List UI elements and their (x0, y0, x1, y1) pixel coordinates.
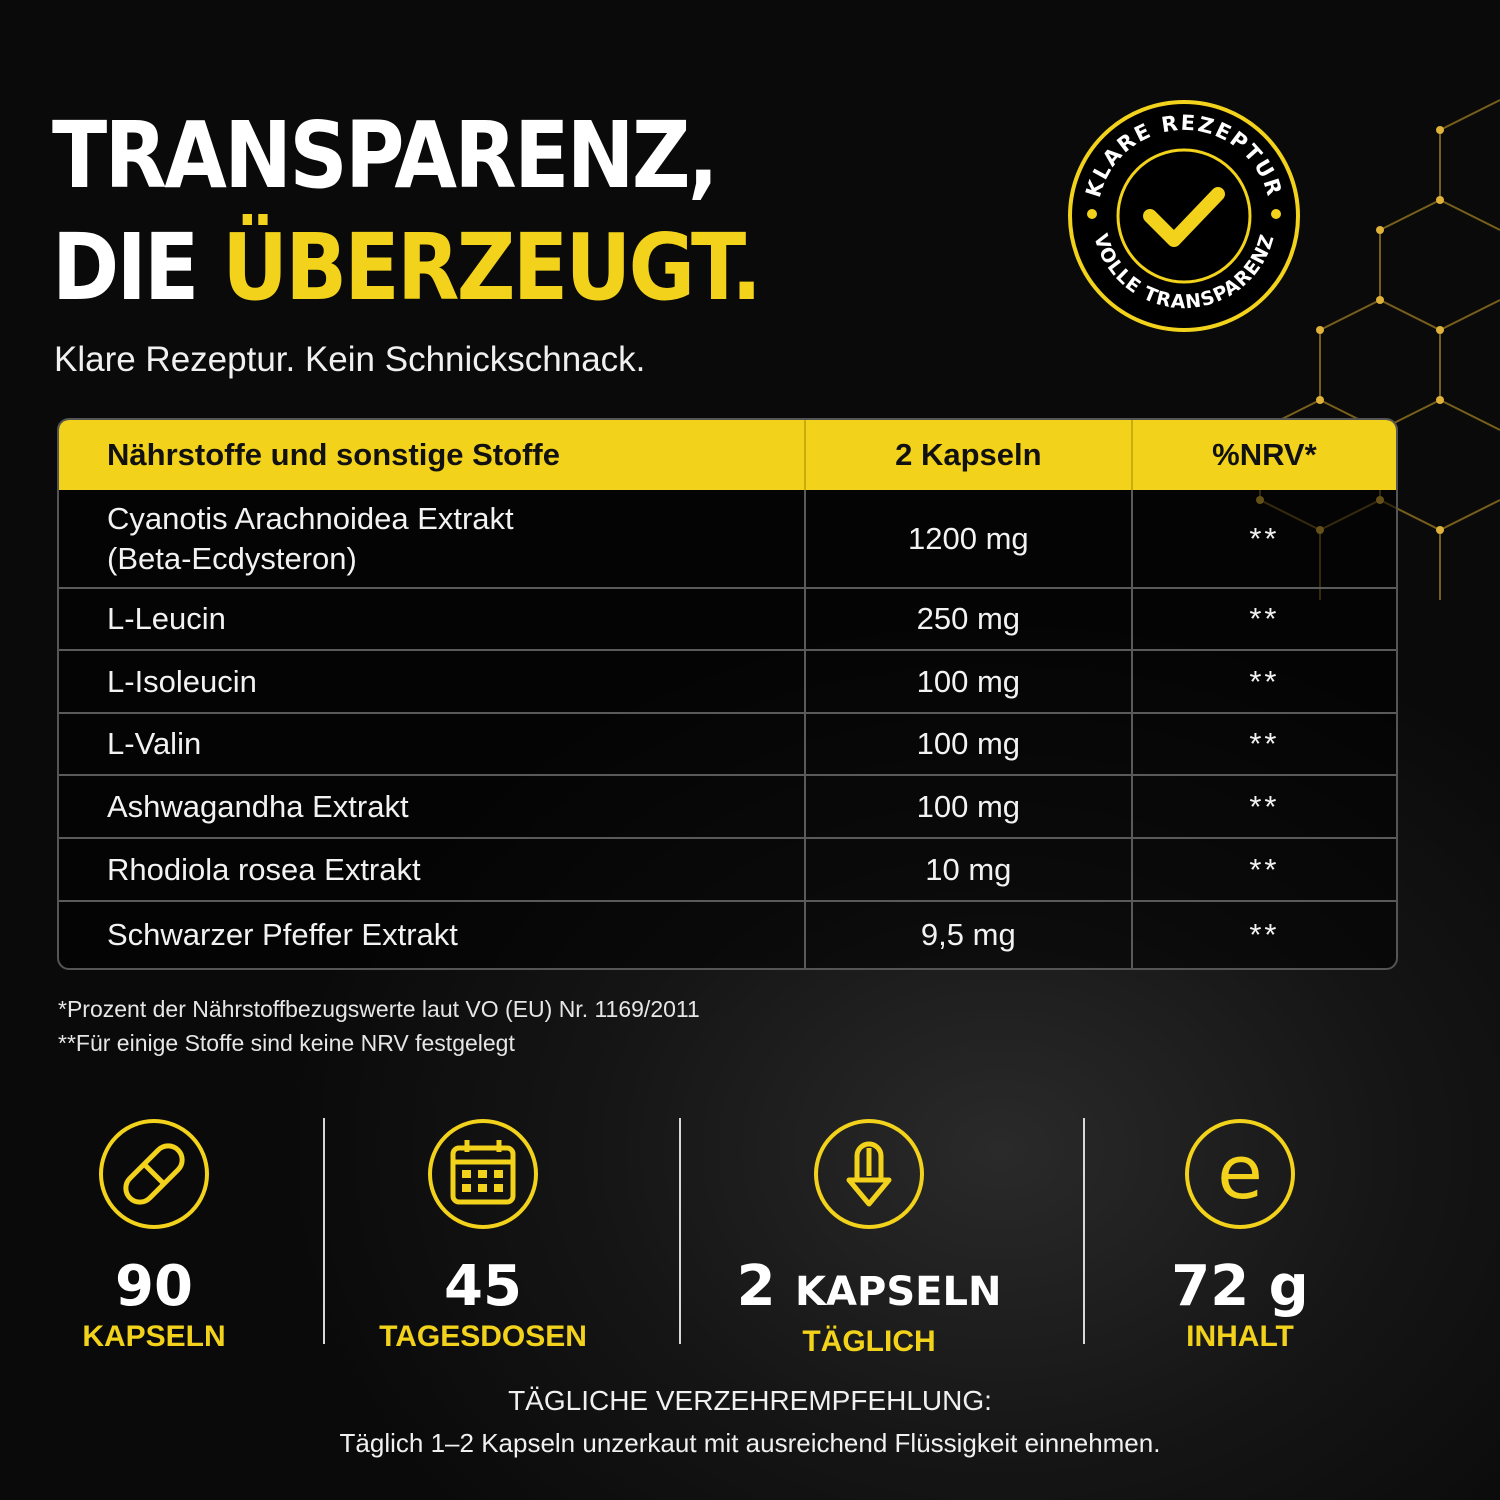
svg-text:e: e (1217, 1130, 1263, 1216)
table-row: Rhodiola rosea Extrakt 10 mg ** (59, 837, 1396, 900)
table-row: L-Leucin 250 mg ** (59, 587, 1396, 649)
table-row: L-Isoleucin 100 mg ** (59, 649, 1396, 712)
stat-label: TAGESDOSEN (379, 1320, 587, 1353)
header-nrv: %NRV* (1130, 420, 1396, 490)
stat-value: 72 g (1171, 1254, 1309, 1319)
headline-plain: DIE (52, 214, 199, 321)
nutrition-table: Nährstoffe und sonstige Stoffe 2 Kapseln… (57, 418, 1398, 970)
stat-label: TÄGLICH (802, 1325, 936, 1358)
row-name: L-Isoleucin (107, 663, 257, 699)
e-mark-icon: e (1185, 1119, 1295, 1229)
table-row: Cyanotis Arachnoidea Extrakt (Beta-Ecdys… (59, 490, 1396, 587)
row-amount: 1200 mg (803, 490, 1131, 587)
row-nrv: ** (1130, 651, 1396, 712)
table-row: Ashwagandha Extrakt 100 mg ** (59, 774, 1396, 837)
footnotes: *Prozent der Nährstoffbezugswerte laut V… (58, 992, 700, 1060)
footnote-nrv: *Prozent der Nährstoffbezugswerte laut V… (58, 996, 700, 1022)
footnote-no-nrv: **Für einige Stoffe sind keine NRV festg… (58, 1030, 515, 1056)
recommendation-title: TÄGLICHE VERZEHREMPFEHLUNG: (508, 1385, 992, 1416)
row-amount: 100 mg (803, 714, 1131, 774)
row-amount: 100 mg (803, 776, 1131, 837)
headline: TRANSPARENZ, DIE ÜBERZEUGT. (52, 100, 762, 324)
table-row: Schwarzer Pfeffer Extrakt 9,5 mg ** (59, 900, 1396, 968)
recommendation-text: Täglich 1–2 Kapseln unzerkaut mit ausrei… (339, 1428, 1161, 1458)
stat-capsules: 90 KAPSELN (54, 1110, 254, 1355)
stat-daily-doses: 45 TAGESDOSEN (373, 1110, 593, 1355)
row-amount: 100 mg (803, 651, 1131, 712)
row-name: Schwarzer Pfeffer Extrakt (107, 917, 458, 952)
headline-line2: DIE ÜBERZEUGT. (52, 212, 762, 324)
header-nutrients: Nährstoffe und sonstige Stoffe (107, 437, 560, 472)
stat-label: INHALT (1186, 1320, 1294, 1353)
row-nrv: ** (1130, 839, 1396, 900)
headline-line1: TRANSPARENZ, (52, 102, 719, 209)
header-amount: 2 Kapseln (803, 420, 1131, 490)
subline: Klare Rezeptur. Kein Schnickschnack. (54, 340, 646, 379)
table-row: L-Valin 100 mg ** (59, 712, 1396, 774)
stat-value-number: 2 (736, 1254, 776, 1319)
capsule-icon (99, 1119, 209, 1229)
stat-value-suffix: KAPSELN (795, 1269, 1002, 1315)
stat-content: e 72 g INHALT (1140, 1110, 1340, 1355)
stat-divider (323, 1118, 325, 1344)
stat-divider (1083, 1118, 1085, 1344)
row-name: Ashwagandha Extrakt (107, 788, 409, 824)
stats-row: 90 KAPSELN 45 TAGESDOSEN (0, 1110, 1500, 1370)
row-nrv: ** (1130, 776, 1396, 837)
row-name: L-Leucin (107, 601, 226, 636)
row-nrv: ** (1130, 714, 1396, 774)
stat-value: 45 (444, 1254, 522, 1319)
row-name: Cyanotis Arachnoidea Extrakt (107, 500, 514, 536)
stat-value: 90 (115, 1254, 193, 1319)
row-amount: 10 mg (803, 839, 1131, 900)
row-amount: 250 mg (803, 589, 1131, 649)
stat-divider (679, 1118, 681, 1344)
row-amount: 9,5 mg (803, 902, 1131, 968)
checkmark-icon (1143, 187, 1225, 247)
row-name-sub: (Beta-Ecdysteron) (107, 540, 357, 576)
table-header: Nährstoffe und sonstige Stoffe 2 Kapseln… (59, 420, 1396, 490)
row-name: L-Valin (107, 726, 202, 761)
row-nrv: ** (1130, 589, 1396, 649)
stat-label: KAPSELN (82, 1320, 226, 1353)
stat-value: 2 KAPSELN (735, 1257, 1003, 1322)
capsule-down-arrow-icon (814, 1119, 924, 1229)
row-name: Rhodiola rosea Extrakt (107, 851, 421, 887)
row-nrv: ** (1130, 902, 1396, 968)
row-nrv: ** (1130, 490, 1396, 587)
headline-accent: ÜBERZEUGT. (222, 214, 762, 321)
calendar-icon (428, 1119, 538, 1229)
transparency-badge: KLARE REZEPTUR VOLLE TRANSPARENZ (1068, 100, 1300, 332)
stat-daily-capsules: 2 KAPSELN TÄGLICH (735, 1110, 1003, 1360)
